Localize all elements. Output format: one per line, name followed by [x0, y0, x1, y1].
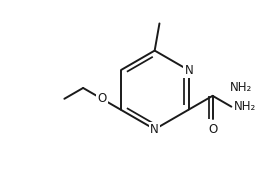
Text: NH₂: NH₂ — [234, 100, 256, 113]
Text: NH₂: NH₂ — [230, 82, 252, 94]
Text: N: N — [184, 64, 193, 77]
Text: O: O — [97, 92, 106, 105]
Text: N: N — [150, 123, 159, 136]
Text: O: O — [208, 123, 217, 136]
